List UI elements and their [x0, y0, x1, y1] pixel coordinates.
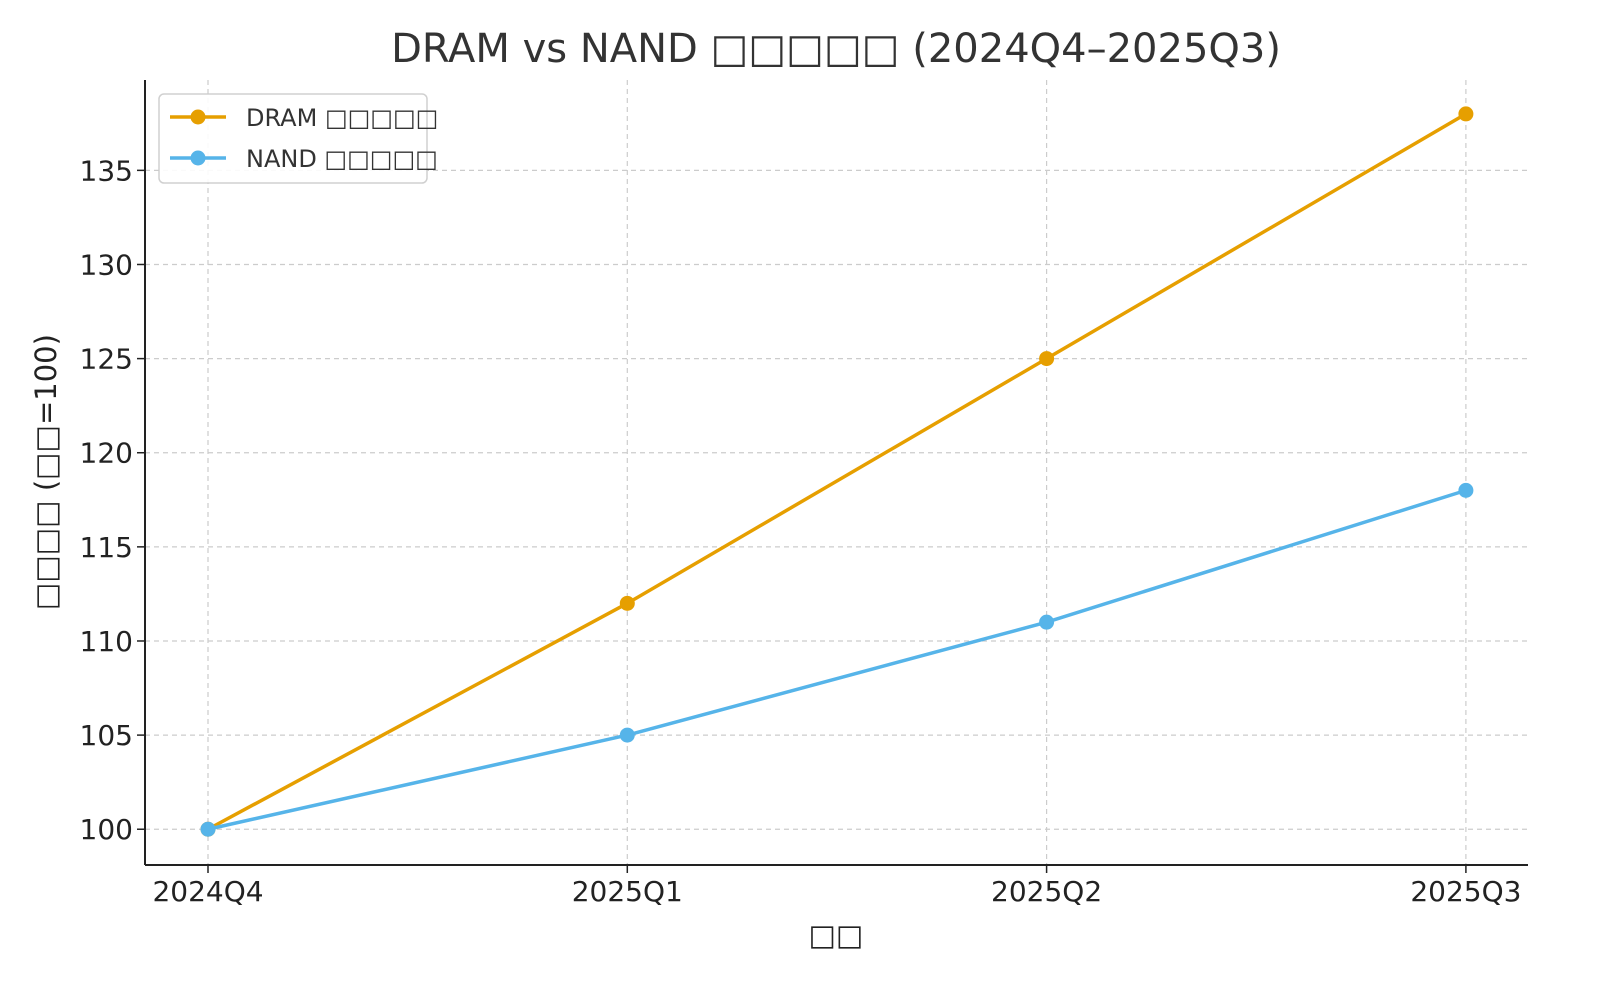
series-layer	[200, 106, 1474, 837]
y-tick-label: 120	[80, 437, 133, 470]
legend-marker	[190, 109, 206, 125]
legend: DRAM □□□□□ NAND □□□□□	[158, 93, 438, 184]
legend-label: NAND □□□□□	[246, 145, 438, 173]
y-tick-label: 105	[80, 719, 133, 752]
legend-label: DRAM □□□□□	[246, 104, 438, 132]
data-point	[619, 727, 635, 743]
data-point	[1458, 482, 1474, 498]
y-axis-label: □□□□ (□□=100)	[29, 334, 63, 610]
y-tick-label: 100	[80, 813, 133, 846]
legend-marker	[190, 150, 206, 166]
y-tick-label: 125	[80, 343, 133, 376]
series-line-dram	[207, 112, 1467, 831]
y-tick-label: 110	[80, 625, 133, 658]
y-tick-label: 130	[80, 248, 133, 281]
x-axis-label: □□	[809, 918, 864, 952]
chart-title: DRAM vs NAND □□□□□ (2024Q4–2025Q3)	[391, 26, 1281, 72]
x-tick-label: 2025Q1	[572, 875, 683, 908]
y-tick-label: 135	[80, 154, 133, 187]
series-line-nand	[207, 488, 1467, 831]
x-tick-label: 2025Q3	[1410, 875, 1521, 908]
x-tick-label: 2024Q4	[152, 875, 263, 908]
x-tick-label: 2025Q2	[991, 875, 1102, 908]
data-point	[1039, 614, 1055, 630]
grid	[145, 80, 1528, 865]
data-point	[619, 595, 635, 611]
axes: 2024Q4 2025Q1 2025Q2 2025Q3 100 105 110 115 120 1…	[80, 80, 1528, 908]
data-point	[1458, 106, 1474, 122]
y-tick-label: 115	[80, 531, 133, 564]
data-point	[1039, 351, 1055, 367]
data-point	[200, 821, 216, 837]
